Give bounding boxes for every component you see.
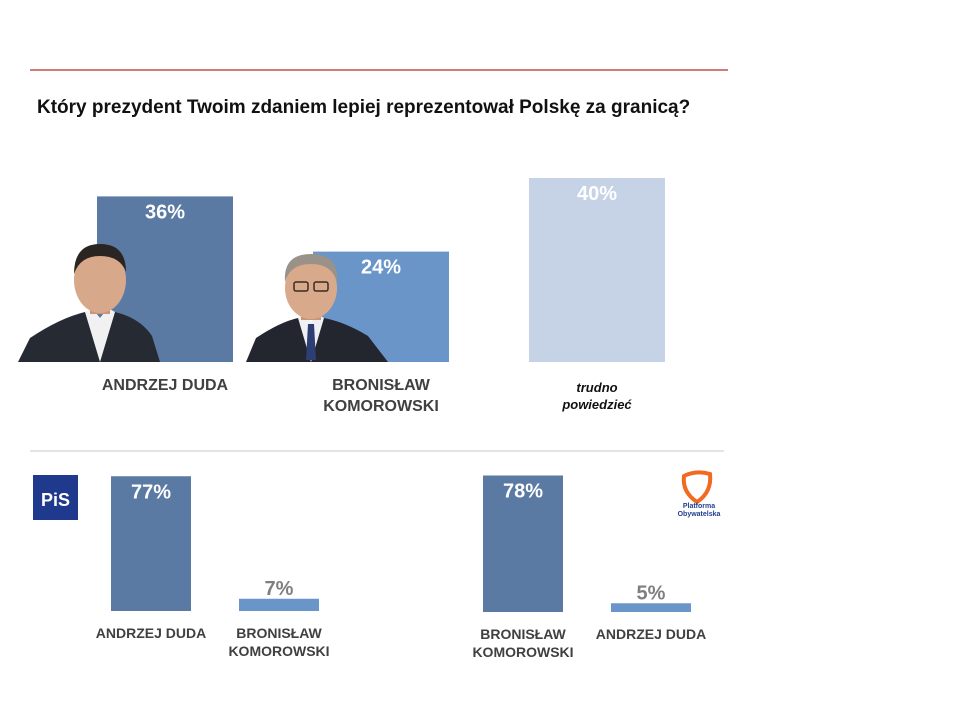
category-label: BRONISŁAW KOMOROWSKI (228, 625, 330, 660)
category-label: BRONISŁAW KOMOROWSKI (323, 377, 439, 415)
pis-logo: PiS (33, 475, 78, 520)
po-logo (681, 470, 713, 505)
category-label: ANDRZEJ DUDA (101, 377, 229, 394)
value-label: 78% (503, 481, 543, 503)
value-label: 77% (131, 481, 171, 503)
bar (529, 178, 665, 362)
bar (611, 603, 691, 612)
category-label: trudno powiedzieć (562, 380, 632, 412)
value-label: 24% (361, 257, 401, 279)
category-label: ANDRZEJ DUDA (95, 625, 207, 641)
category-label: BRONISŁAW KOMOROWSKI (472, 626, 574, 661)
bars: 36% 24% 40% 77% 7% 78% 5% (97, 178, 691, 612)
bar (239, 598, 319, 611)
chart-title: Który prezydent Twoim zdaniem lepiej rep… (37, 97, 691, 118)
value-label: 40% (577, 183, 617, 205)
category-label: ANDRZEJ DUDA (595, 626, 707, 642)
value-label: 7% (265, 578, 294, 600)
logo-text: Platforma Obywatelska (677, 503, 721, 518)
komorowski-photo (246, 254, 388, 362)
value-label: 5% (637, 582, 666, 604)
bar (111, 476, 191, 611)
logo-text: PiS (41, 490, 70, 510)
bar (483, 475, 563, 612)
duda-photo (18, 244, 160, 362)
value-label: 36% (145, 201, 185, 223)
